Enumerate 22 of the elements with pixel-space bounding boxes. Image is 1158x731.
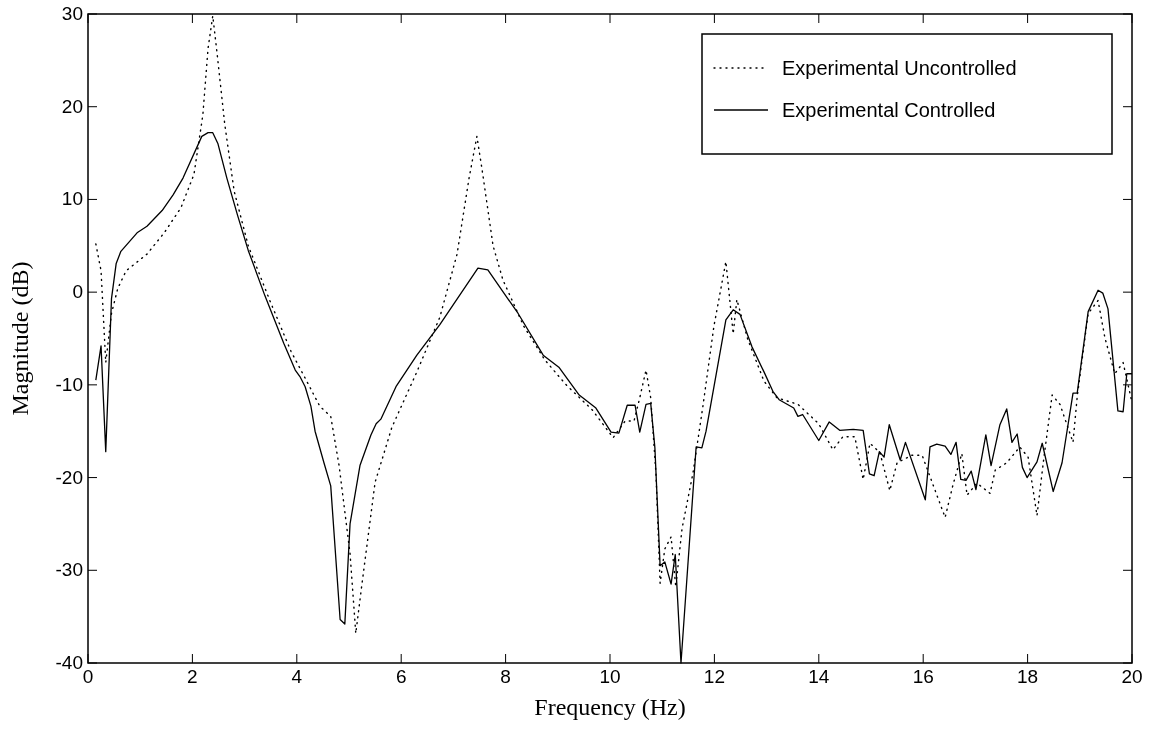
x-tick-label: 14 <box>808 666 830 687</box>
y-tick-label: -20 <box>55 466 83 488</box>
x-tick-label: 20 <box>1121 666 1143 687</box>
x-tick-label: 10 <box>599 666 621 687</box>
y-tick-label: 30 <box>61 3 83 24</box>
x-tick-label: 18 <box>1017 666 1039 687</box>
x-tick-label: 2 <box>187 666 198 687</box>
x-tick-label: 16 <box>912 666 934 687</box>
x-tick-label: 4 <box>291 666 303 687</box>
x-tick-label: 8 <box>500 666 511 687</box>
legend-label: Experimental Uncontrolled <box>782 57 1017 79</box>
legend-label: Experimental Controlled <box>782 99 996 121</box>
x-tick-label: 12 <box>703 666 725 687</box>
x-tick-label: 6 <box>395 666 407 687</box>
y-axis-title: Magnitude (dB) <box>7 261 33 416</box>
y-tick-label: -30 <box>55 559 83 581</box>
y-tick-label: -40 <box>55 652 83 673</box>
y-tick-label: 20 <box>61 95 83 117</box>
y-tick-label: 10 <box>61 188 83 210</box>
x-axis-title: Frequency (Hz) <box>534 694 686 720</box>
y-tick-label: 0 <box>72 281 83 303</box>
y-tick-label: -10 <box>55 373 83 395</box>
